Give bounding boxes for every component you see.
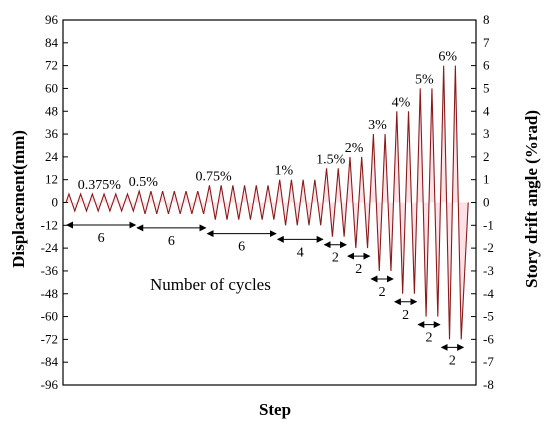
y2-tick-label: 4 — [483, 103, 490, 118]
y-tick-label: 12 — [45, 172, 58, 187]
y-tick-label: 48 — [45, 103, 58, 118]
series-fill — [66, 65, 469, 340]
y-tick-label: -48 — [41, 286, 58, 301]
y-tick-label: 84 — [45, 35, 59, 50]
annotation-number-of-cycles: Number of cycles — [150, 275, 271, 294]
cycle-count-label: 2 — [402, 308, 409, 323]
y2-tick-label: 2 — [483, 149, 490, 164]
drift-labels: 0.375% 0.5% 0.75% 1% 1.5%2% 3% 4% 5% 6% — [78, 50, 458, 193]
drift-level-label: 0.375% — [78, 178, 122, 193]
y-tick-label: 0 — [52, 195, 59, 210]
x-axis-title: Step — [259, 400, 291, 419]
y-tick-label: -60 — [41, 309, 58, 324]
cycle-count-label: 2 — [379, 285, 386, 300]
drift-level-label: 2% — [345, 141, 364, 156]
cycle-count-label: 4 — [297, 245, 304, 260]
y-tick-label: -84 — [41, 354, 59, 369]
axis-ticks: 96847260483624120-12-24-36-48-60-72-84-9… — [41, 12, 495, 392]
y-tick-label: -96 — [41, 377, 59, 392]
y-tick-label: -72 — [41, 331, 58, 346]
drift-level-label: 6% — [438, 50, 457, 65]
waveform-fill — [66, 65, 469, 340]
cycle-count-arrows: 6 6 6 4 2 2 2 2 2 2 — [66, 221, 465, 368]
cycle-count-label: 2 — [355, 262, 362, 277]
waveform-line — [65, 65, 469, 340]
y-tick-label: -24 — [41, 240, 59, 255]
y2-tick-label: -4 — [483, 286, 494, 301]
y2-tick-label: -7 — [483, 354, 494, 369]
y2-tick-label: -8 — [483, 377, 494, 392]
plot-frame — [62, 19, 477, 386]
y2-tick-label: 1 — [483, 172, 490, 187]
drift-level-label: 1.5% — [316, 152, 346, 167]
y-tick-label: 72 — [45, 58, 58, 73]
y-tick-label: 24 — [45, 149, 59, 164]
drift-level-label: 1% — [274, 164, 293, 179]
y2-tick-label: 7 — [483, 35, 490, 50]
y-tick-label: 36 — [45, 126, 59, 141]
y2-tick-label: 5 — [483, 80, 490, 95]
drift-level-label: 3% — [368, 118, 387, 133]
y2-tick-label: -1 — [483, 217, 494, 232]
y-tick-label: -36 — [41, 263, 59, 278]
cycle-count-label: 6 — [238, 240, 245, 255]
y2-tick-label: 3 — [483, 126, 490, 141]
y-tick-label: 96 — [45, 12, 59, 27]
y2-tick-label: 8 — [483, 12, 490, 27]
cycle-count-label: 2 — [332, 251, 339, 266]
y-tick-label: -12 — [41, 217, 58, 232]
y2-tick-label: 0 — [483, 195, 490, 210]
y2-tick-label: -5 — [483, 309, 494, 324]
y2-tick-label: -6 — [483, 331, 494, 346]
cycle-count-label: 6 — [98, 231, 105, 246]
y-axis-title: Displacement(mm) — [9, 130, 28, 268]
y2-tick-label: -2 — [483, 240, 494, 255]
cycle-count-label: 6 — [168, 234, 175, 249]
cycle-count-label: 2 — [426, 331, 433, 346]
y-tick-label: 60 — [45, 80, 58, 95]
series-line — [65, 65, 469, 340]
y2-tick-label: 6 — [483, 58, 490, 73]
drift-level-label: 5% — [415, 72, 434, 87]
y2-tick-label: -3 — [483, 263, 494, 278]
drift-level-label: 0.5% — [129, 175, 159, 190]
y2-axis-title: Story drift angle (%rad) — [522, 110, 541, 288]
cycle-count-label: 2 — [449, 353, 456, 368]
drift-level-label: 4% — [392, 95, 411, 110]
drift-level-label: 0.75% — [195, 169, 232, 184]
